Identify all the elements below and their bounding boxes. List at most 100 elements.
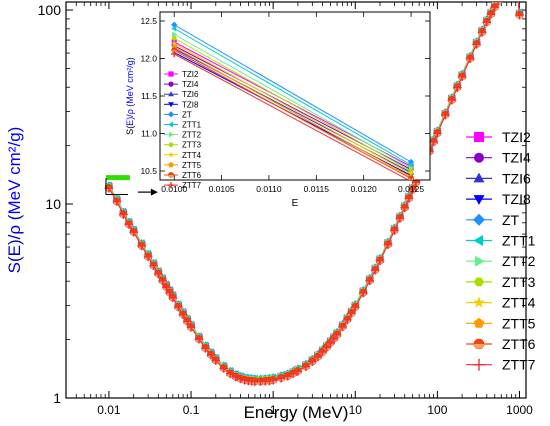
data-point-ztt7 [154, 269, 163, 279]
data-point-ztt7 [158, 276, 167, 286]
inset-data-point-ztt7 [410, 178, 412, 180]
legend-label: ZTT3 [502, 274, 536, 290]
inset-legend-marker-ztt1 [168, 121, 174, 128]
data-point-ztt7 [137, 241, 146, 251]
inset-series-ztt7 [171, 50, 412, 180]
data-point-ztt7 [404, 194, 414, 203]
inset-legend-marker-tzi2 [168, 71, 174, 77]
data-point-ztt7 [472, 40, 481, 49]
data-point-ztt7 [433, 129, 442, 138]
data-point-ztt7 [375, 256, 385, 266]
inset-data-point-ztt2 [172, 31, 178, 38]
data-point-ztt7 [225, 369, 235, 379]
legend-marker-ztt7 [473, 358, 485, 371]
inset-y-tick-label: 11.5 [141, 91, 157, 101]
data-point-ztt7 [206, 350, 216, 360]
inset-legend-item-zt: ZT [164, 110, 192, 119]
data-point-ztt7 [400, 203, 410, 213]
inset-series-ztt4 [171, 40, 415, 177]
inset-legend-marker-zt [167, 111, 175, 118]
main-axis-ticks: 0.01 0.1 1 10 100 1000 1 10 100 [38, 2, 533, 417]
data-point-ztt7 [149, 261, 158, 271]
data-point-ztt7 [350, 302, 360, 312]
data-point-ztt7 [490, 2, 500, 12]
legend-marker-tzi4 [474, 152, 484, 163]
inset-legend-item-tzi4: TZI4 [164, 80, 199, 89]
data-point-ztt7 [338, 322, 347, 332]
data-point-ztt7 [447, 95, 457, 105]
zoom-arrow-head [150, 188, 158, 196]
legend-label: TZI2 [502, 129, 531, 145]
data-point-ztt7 [395, 214, 405, 223]
data-point-ztt7 [165, 288, 175, 298]
data-point-ztt7 [313, 352, 323, 362]
inset-legend-label: ZTT7 [182, 181, 202, 190]
data-point-ztt7 [178, 310, 188, 320]
legend-label: ZTT2 [502, 253, 536, 269]
inset-data-point-ztt1 [408, 162, 414, 168]
legend-marker-tzi6 [473, 172, 485, 183]
data-point-ztt7 [477, 28, 487, 37]
inset-data-point-ztt7 [171, 50, 178, 58]
inset-legend-item-tzi6: TZI6 [164, 90, 199, 99]
legend-marker-tzi2 [474, 132, 484, 142]
x-tick-label: 1 [270, 403, 277, 417]
data-point-ztt7 [482, 17, 492, 27]
inset-legend-label: ZTT5 [182, 161, 202, 170]
inset-data-point-ztt6 [408, 175, 414, 180]
data-point-ztt7 [408, 185, 417, 194]
data-point-ztt7 [453, 83, 462, 92]
legend-marker-ztt4 [473, 296, 485, 308]
inset-series-ztt6 [171, 47, 414, 180]
data-point-ztt7 [168, 293, 178, 303]
data-point-ztt7 [308, 357, 317, 367]
legend-marker-tzi8 [473, 195, 485, 205]
data-point-ztt7 [342, 315, 352, 325]
inset-series-line-ztt1 [173, 28, 412, 166]
series-ztt7 [104, 2, 524, 386]
data-point-ztt7 [129, 227, 138, 237]
main-legend: TZI2 TZI4 TZI6 TZI8 ZT ZTT1 ZTT2 ZTT3 ZTT4 ZTT5 ZT… [466, 129, 536, 373]
data-point-ztt7 [347, 308, 356, 318]
inset-legend-label: ZTT2 [182, 131, 202, 140]
data-point-ztt7 [119, 210, 128, 219]
data-point-ztt7 [276, 373, 286, 383]
inset-legend-item-ztt7: ZTT7 [164, 181, 202, 190]
inset-series-line-ztt4 [173, 43, 412, 175]
inset-legend-label: TZI2 [182, 70, 199, 79]
inset-series-line-ztt2 [173, 34, 412, 169]
inset-legend-label: TZI8 [182, 100, 199, 109]
x-tick-label: 1000 [506, 403, 533, 417]
legend-label: ZTT5 [502, 315, 536, 331]
inset-legend-item-ztt2: ZTT2 [164, 131, 202, 140]
legend-marker-ztt2 [475, 255, 485, 267]
inset-legend-marker-ztt4 [167, 151, 175, 158]
inset-x-tick-label: 0.0100 [161, 184, 187, 194]
x-tick-label: 10 [349, 403, 363, 417]
legend-label: ZTT7 [502, 357, 536, 373]
legend-marker-ztt6 [473, 338, 485, 350]
y-tick-label: 100 [38, 2, 62, 18]
inset-x-tick-label: 0.0110 [256, 184, 282, 194]
y-axis-title-unit: MeV cm²/g [5, 132, 24, 214]
inset-x-tick-label: 0.0120 [351, 184, 377, 194]
data-point-ztt7 [358, 288, 368, 298]
data-point-ztt7 [182, 317, 192, 326]
legend-label: ZTT4 [502, 295, 536, 311]
data-point-ztt7 [429, 137, 438, 147]
legend-item-ztt1: ZTT1 [466, 233, 536, 249]
legend-label: ZTT1 [502, 233, 536, 249]
inset-y-axis-title-close: ) [125, 57, 135, 60]
data-point-ztt7 [486, 9, 496, 19]
x-tick-label: 0.1 [183, 403, 200, 417]
inset-legend-label: ZT [182, 110, 192, 119]
inset-legend-item-ztt4: ZTT4 [164, 151, 202, 160]
inset-series-line-ztt6 [173, 49, 412, 179]
zoom-highlight-bar [105, 175, 130, 181]
inset-y-axis-title-main: S( [125, 126, 135, 135]
data-point-ztt7 [219, 364, 229, 373]
inset-legend: TZI2TZI4TZI6TZI8ZTZTT1ZTT2ZTT3ZTT4ZTT5ZT… [164, 70, 202, 190]
inset-legend-label: ZTT1 [182, 121, 202, 130]
legend-item-tzi8: TZI8 [466, 191, 531, 207]
inset-y-tick-label: 12.0 [140, 54, 157, 64]
